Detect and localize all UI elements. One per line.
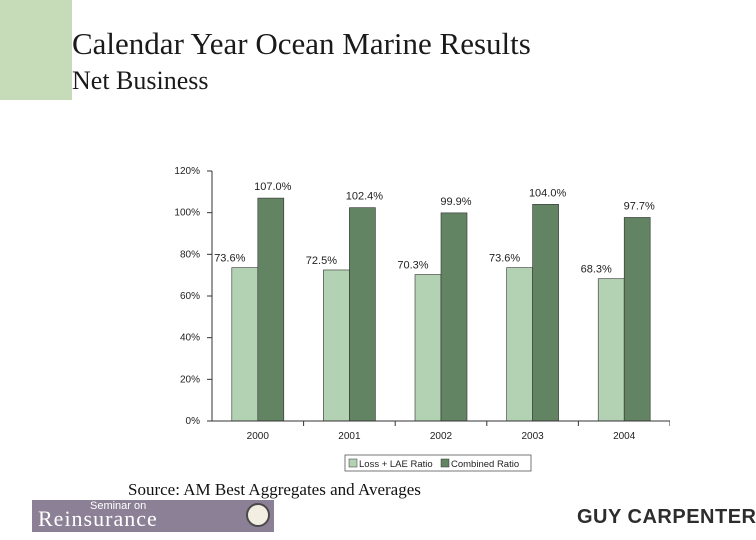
x-tick-label: 2002 (430, 431, 453, 442)
x-tick-label: 2003 (521, 431, 544, 442)
legend-swatch-combined (440, 458, 450, 468)
y-tick-label: 20% (180, 374, 200, 385)
combined-ratio-value-label: 99.9% (440, 196, 471, 208)
y-tick-label: 120% (174, 166, 200, 177)
legend-label-loss-lae: Loss + LAE Ratio (359, 459, 433, 470)
seminar-logo-main-text: Reinsurance (38, 506, 158, 531)
cas-seal-icon (246, 503, 270, 527)
loss-lae-bar (414, 274, 442, 422)
guy-carpenter-logo: GUY CARPENTER (577, 506, 756, 528)
corner-accent-block (0, 0, 72, 100)
combined-ratio-bar (623, 217, 651, 422)
loss-lae-bar (323, 269, 350, 422)
slide-subtitle: Net Business (72, 66, 209, 95)
x-tick-label: 2001 (338, 431, 361, 442)
loss-lae-value-label: 70.3% (397, 260, 428, 272)
combined-ratio-bar (349, 207, 376, 422)
y-tick-label: 60% (180, 291, 200, 302)
slide-title: Calendar Year Ocean Marine Results (72, 26, 531, 61)
source-note: Source: AM Best Aggregates and Averages (128, 480, 421, 499)
loss-lae-bar (597, 278, 625, 422)
combined-ratio-value-label: 104.0% (529, 187, 567, 199)
combined-ratio-bar (257, 197, 285, 422)
combined-ratio-value-label: 102.4% (346, 191, 384, 203)
ratio-bar-chart: 0% 20% 40% 60% 80% 100% 120% 73.6% 107.0% 72.5% 1… (174, 166, 670, 472)
seminar-on-reinsurance-logo: Seminar on Reinsurance (32, 500, 274, 532)
combined-ratio-value-label: 107.0% (254, 181, 292, 193)
legend-swatch-loss-lae (348, 458, 358, 468)
combined-ratio-bar (532, 204, 559, 422)
combined-ratio-bar (440, 212, 468, 422)
y-tick-label: 0% (186, 416, 201, 427)
loss-lae-value-label: 73.6% (489, 253, 520, 265)
combined-ratio-value-label: 97.7% (624, 200, 655, 212)
x-tick-label: 2004 (613, 431, 636, 442)
x-tick-label: 2000 (247, 431, 270, 442)
y-tick-label: 80% (180, 249, 200, 260)
legend-box (344, 454, 532, 472)
y-axis: 0% 20% 40% 60% 80% 100% 120% (174, 166, 213, 427)
y-tick-label: 100% (174, 208, 200, 219)
loss-lae-value-label: 72.5% (306, 255, 337, 267)
loss-lae-value-label: 68.3% (581, 264, 612, 276)
loss-lae-bar (506, 267, 533, 422)
bar-series: 73.6% 107.0% 72.5% 102.4% 70.3% 99.9% 73.6% 104… (214, 181, 655, 422)
y-tick-label: 40% (180, 333, 200, 344)
loss-lae-bar (231, 267, 259, 422)
chart-legend: Loss + LAE Ratio Combined Ratio (344, 454, 532, 472)
loss-lae-value-label: 73.6% (214, 253, 245, 265)
legend-label-combined: Combined Ratio (451, 459, 519, 470)
x-axis: 2000 2001 2002 2003 2004 (212, 420, 670, 442)
seminar-logo-small-text: Seminar on (90, 500, 147, 512)
